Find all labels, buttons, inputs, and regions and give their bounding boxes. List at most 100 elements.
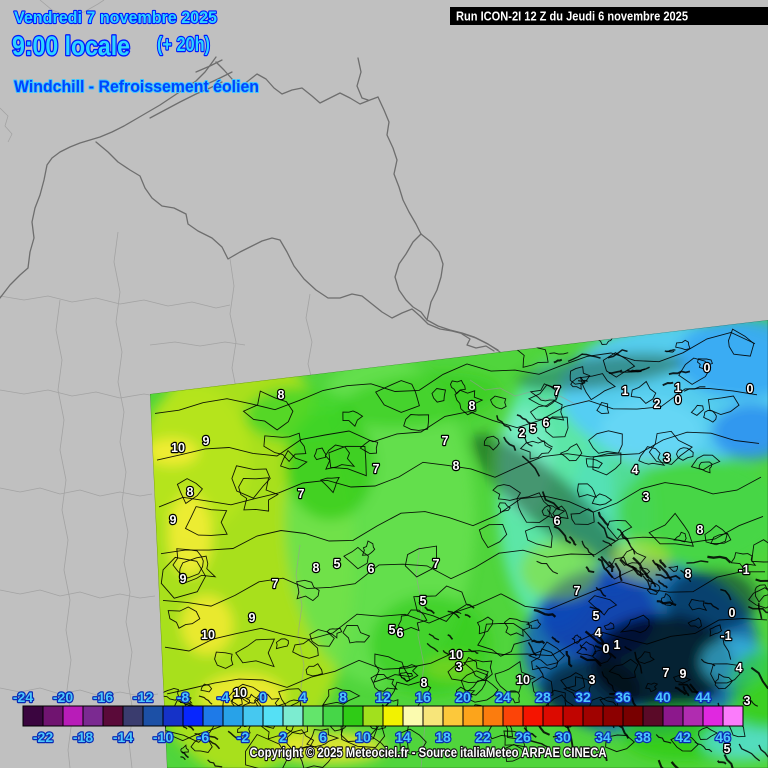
- colorbar-swatch: [262, 705, 284, 727]
- contour-value-label: 8: [697, 523, 704, 537]
- copyright-text: Copyright © 2025 Meteociel.fr - Source i…: [250, 745, 607, 760]
- colorbar-swatch: [562, 705, 584, 727]
- colorbar-swatch: [602, 705, 624, 727]
- colorbar-tick-label-bottom: 46: [715, 729, 731, 745]
- run-info-text: Run ICON-2I 12 Z du Jeudi 6 novembre 202…: [456, 10, 688, 24]
- colorbar-tick-label-bottom: 6: [319, 729, 327, 745]
- contour-value-label: 7: [574, 584, 581, 598]
- colorbar-tick-label-bottom: -18: [73, 729, 93, 745]
- colorbar-swatch: [102, 705, 124, 727]
- contour-value-label: 9: [170, 513, 177, 527]
- forecast-offset-text: (+ 20h): [157, 34, 210, 56]
- contour-value-label: -1: [720, 629, 731, 643]
- contour-value-label: 8: [187, 485, 194, 499]
- contour-value-label: 4: [595, 626, 602, 640]
- colorbar-swatch: [522, 705, 544, 727]
- colorbar-tick-label-bottom: 30: [555, 729, 571, 745]
- run-info-background: [450, 7, 768, 25]
- colorbar-swatch: [182, 705, 204, 727]
- contour-value-label: 3: [664, 451, 671, 465]
- contour-value-label: 5: [334, 557, 341, 571]
- colorbar-swatch: [242, 705, 264, 727]
- contour-value-label: 10: [449, 648, 463, 662]
- colorbar-swatch: [342, 705, 364, 727]
- colorbar-swatch: [382, 705, 404, 727]
- colorbar-swatch: [302, 705, 324, 727]
- colorbar-tick-label-top: 12: [375, 689, 391, 705]
- colorbar-swatch: [702, 705, 724, 727]
- contour-value-label: 5: [389, 623, 396, 637]
- date-text: Vendredi 7 novembre 2025: [14, 8, 217, 27]
- contour-value-label: 0: [675, 393, 682, 407]
- colorbar-tick-label-bottom: -10: [153, 729, 173, 745]
- contour-value-label: 2: [654, 397, 661, 411]
- colorbar-swatch: [62, 705, 84, 727]
- colorbar-swatch: [222, 705, 244, 727]
- contour-value-label: 8: [313, 561, 320, 575]
- contour-value-label: 9: [680, 667, 687, 681]
- contour-value-label: 7: [298, 487, 305, 501]
- colorbar-tick-label-top: 4: [299, 689, 307, 705]
- colorbar-tick-label-top: 32: [575, 689, 591, 705]
- contour-value-label: 8: [453, 459, 460, 473]
- contour-value-label: 1: [675, 381, 682, 395]
- contour-value-label: 3: [589, 673, 596, 687]
- colorbar-tick-label-bottom: 26: [515, 729, 531, 745]
- colorbar-tick-label-bottom: 14: [395, 729, 411, 745]
- colorbar-tick-label-top: 24: [495, 689, 511, 705]
- contour-value-label: 10: [201, 628, 215, 642]
- colorbar-tick-label-bottom: -22: [33, 729, 53, 745]
- contour-value-label: 3: [456, 660, 463, 674]
- contour-value-label: 1: [622, 384, 629, 398]
- colorbar-swatch: [682, 705, 704, 727]
- colorbar-tick-label-top: 44: [695, 689, 711, 705]
- contour-value-label: 6: [368, 562, 375, 576]
- contour-value-label: 10: [516, 673, 530, 687]
- parameter-title-text: Windchill - Refroissement éolien: [14, 77, 259, 96]
- colorbar-tick-label-top: 20: [455, 689, 471, 705]
- colorbar-swatch: [622, 705, 644, 727]
- contour-value-label: 8: [685, 567, 692, 581]
- contour-value-label: 9: [249, 611, 256, 625]
- colorbar-legend: -24 -20 -16 -12 -8 -4 0 4 8 12 16 20 24 28 32 36 40 44-22…: [12, 688, 744, 746]
- colorbar-swatch: [142, 705, 164, 727]
- colorbar-tick-label-bottom: -2: [237, 729, 250, 745]
- colorbar-swatch: [442, 705, 464, 727]
- colorbar-tick-label-bottom: 2: [279, 729, 287, 745]
- contour-value-label: 5: [724, 742, 731, 756]
- colorbar-swatch: [402, 705, 424, 727]
- colorbar-tick-label-top: 16: [415, 689, 431, 705]
- colorbar-swatch: [82, 705, 104, 727]
- colorbar-swatch: [722, 705, 744, 727]
- contour-value-label: 9: [203, 434, 210, 448]
- contour-value-label: 6: [543, 416, 550, 430]
- colorbar-swatch: [422, 705, 444, 727]
- contour-value-label: 4: [736, 661, 743, 675]
- country-borders-layer: [0, 56, 501, 353]
- colorbar-tick-label-top: -12: [133, 689, 153, 705]
- map-title-block: Vendredi 7 novembre 2025 9:00 locale (+ …: [11, 7, 260, 97]
- contour-value-label: 7: [554, 384, 561, 398]
- colorbar-swatch: [162, 705, 184, 727]
- contour-value-label: 8: [278, 388, 285, 402]
- contour-value-label: 3: [744, 694, 751, 708]
- contour-value-label: 8: [469, 399, 476, 413]
- colorbar-tick-label-bottom: 10: [355, 729, 371, 745]
- contour-value-label: -1: [738, 563, 749, 577]
- contour-value-label: 7: [373, 462, 380, 476]
- contour-value-label: 10: [233, 686, 247, 700]
- colorbar-tick-label-bottom: 42: [675, 729, 691, 745]
- colorbar-tick-label-top: 0: [259, 689, 267, 705]
- colorbar-tick-label-top: 40: [655, 689, 671, 705]
- contour-value-label: 6: [397, 626, 404, 640]
- colorbar-swatch: [22, 705, 44, 727]
- colorbar-swatch: [42, 705, 64, 727]
- colorbar-tick-label-bottom: 18: [435, 729, 451, 745]
- contour-value-label: 6: [554, 514, 561, 528]
- run-info-box: Run ICON-2I 12 Z du Jeudi 6 novembre 202…: [450, 7, 768, 25]
- contour-value-label: 2: [519, 426, 526, 440]
- contour-value-label: 5: [593, 609, 600, 623]
- colorbar-tick-label-top: -16: [93, 689, 113, 705]
